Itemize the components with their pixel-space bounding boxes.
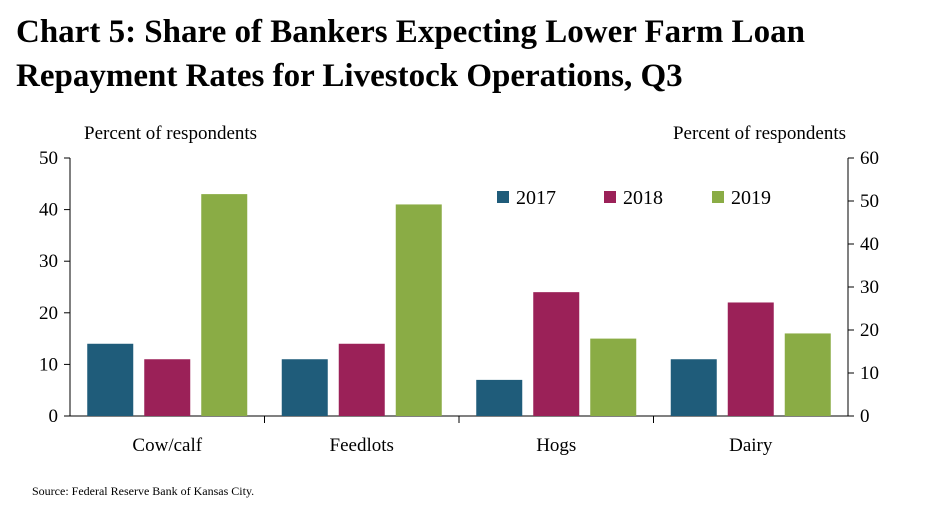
left-tick-label: 30 bbox=[39, 251, 58, 272]
right-tick-label: 0 bbox=[860, 406, 870, 427]
right-tick-label: 60 bbox=[860, 148, 879, 169]
bar-2019-feedlots bbox=[395, 204, 442, 416]
bar-2018-hogs bbox=[533, 292, 580, 416]
bar-2018-feedlots bbox=[338, 343, 385, 416]
legend-swatch-2019 bbox=[712, 191, 724, 203]
category-label: Hogs bbox=[536, 435, 576, 456]
chart-title-line-2: Repayment Rates for Livestock Operations… bbox=[16, 58, 683, 94]
source-note: Source: Federal Reserve Bank of Kansas C… bbox=[32, 484, 255, 498]
bar-2019-cow-calf bbox=[201, 194, 248, 416]
left-tick-label: 0 bbox=[49, 406, 59, 427]
legend: 2017 2018 2019 bbox=[497, 187, 771, 209]
left-axis-label: Percent of respondents bbox=[84, 123, 257, 144]
bar-2019-hogs bbox=[590, 338, 637, 416]
category-label: Dairy bbox=[729, 435, 773, 456]
right-tick-label: 40 bbox=[860, 234, 879, 255]
right-axis-label: Percent of respondents bbox=[673, 123, 846, 144]
bar-2019-dairy bbox=[784, 333, 831, 416]
bar-2017-hogs bbox=[476, 379, 523, 416]
right-tick-label: 30 bbox=[860, 277, 879, 298]
legend-swatch-2018 bbox=[604, 191, 616, 203]
legend-label-2017: 2017 bbox=[516, 187, 556, 209]
right-tick-label: 20 bbox=[860, 320, 879, 341]
legend-label-2019: 2019 bbox=[731, 187, 771, 209]
bar-2017-dairy bbox=[670, 359, 717, 416]
chart-title: Chart 5: Share of Bankers Expecting Lowe… bbox=[16, 10, 916, 98]
chart-title-line-1: Chart 5: Share of Bankers Expecting Lowe… bbox=[16, 14, 805, 50]
right-tick-label: 50 bbox=[860, 191, 879, 212]
category-label: Cow/calf bbox=[132, 435, 202, 456]
bar-2017-feedlots bbox=[281, 359, 328, 416]
bar-2018-dairy bbox=[727, 302, 774, 416]
left-tick-label: 50 bbox=[39, 148, 58, 169]
right-tick-label: 10 bbox=[860, 363, 879, 384]
bar-2018-cow-calf bbox=[144, 359, 191, 416]
legend-label-2018: 2018 bbox=[623, 187, 663, 209]
plot-area: 0 10 20 30 40 50 0 10 20 30 40 50 60 Cow/calf Feedlots… bbox=[39, 148, 879, 456]
legend-swatch-2017 bbox=[497, 191, 509, 203]
left-tick-label: 20 bbox=[39, 303, 58, 324]
left-tick-label: 40 bbox=[39, 200, 58, 221]
category-label: Feedlots bbox=[330, 435, 394, 456]
bar-2017-cow-calf bbox=[87, 343, 134, 416]
left-tick-label: 10 bbox=[39, 354, 58, 375]
